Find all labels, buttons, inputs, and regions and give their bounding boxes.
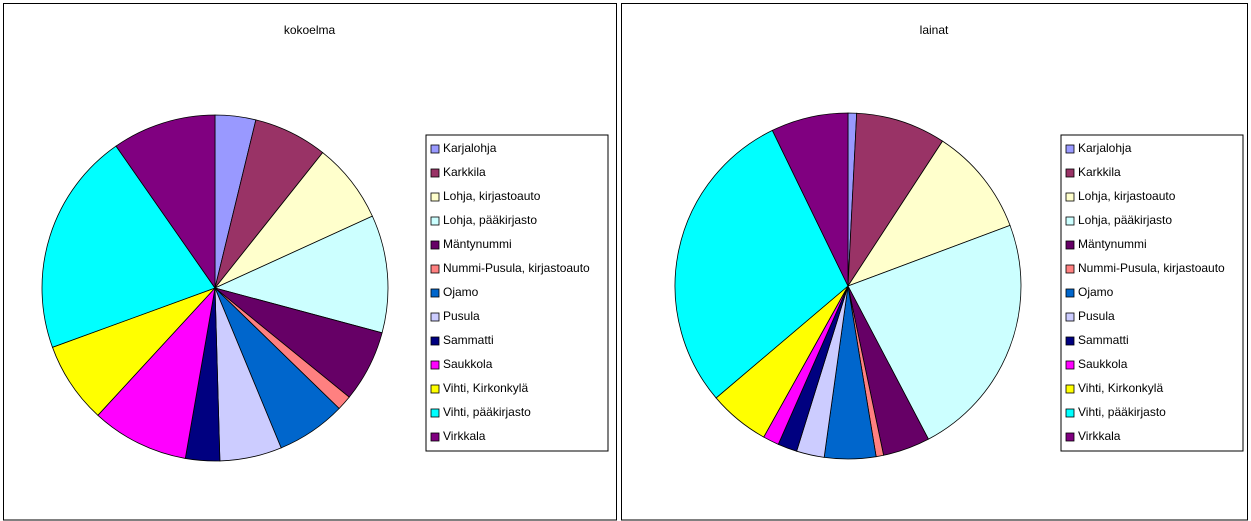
legend-swatch	[1065, 432, 1075, 442]
legend-label: Karkkila	[1078, 165, 1121, 179]
legend-label: Karjalohja	[1078, 141, 1132, 155]
chart-title: lainat	[920, 23, 949, 37]
legend-swatch	[1065, 288, 1075, 298]
legend-swatch	[1065, 336, 1075, 346]
legend-label: Mäntynummi	[443, 237, 512, 251]
legend-box	[1060, 134, 1244, 452]
legend-label: Nummi-Pusula, kirjastoauto	[1078, 261, 1225, 275]
legend-label: Vihti, pääkirjasto	[443, 405, 531, 419]
pie-slice	[213, 215, 389, 334]
legend-swatch	[430, 216, 440, 226]
legend-label: Nummi-Pusula, kirjastoauto	[443, 261, 590, 275]
legend-label: Sammatti	[443, 333, 494, 347]
legend-label: Pusula	[1078, 309, 1115, 323]
legend-label: Virkkala	[443, 429, 486, 443]
legend-swatch	[1065, 240, 1075, 250]
legend-swatch	[430, 144, 440, 154]
legend-swatch	[1065, 408, 1075, 418]
legend-label: Saukkola	[1078, 357, 1128, 371]
legend-label: Vihti, Kirkonkylä	[443, 381, 528, 395]
pie-slice	[846, 140, 1011, 287]
legend-swatch	[430, 384, 440, 394]
pie-slice	[771, 112, 849, 287]
legend-swatch	[1065, 312, 1075, 322]
legend-swatch	[430, 192, 440, 202]
legend-label: Virkkala	[1078, 429, 1121, 443]
pie-slice	[847, 224, 1022, 440]
legend-swatch	[430, 288, 440, 298]
legend-swatch	[1065, 168, 1075, 178]
legend-swatch	[1065, 360, 1075, 370]
pie-slice	[97, 286, 216, 459]
legend-swatch	[1065, 216, 1075, 226]
legend-swatch	[430, 408, 440, 418]
legend-label: Vihti, pääkirjasto	[1078, 405, 1166, 419]
legend-label: Lohja, pääkirjasto	[443, 213, 537, 227]
legend-swatch	[430, 360, 440, 370]
legend-label: Ojamo	[443, 285, 479, 299]
legend-swatch	[1065, 264, 1075, 274]
legend-swatch	[430, 312, 440, 322]
legend-swatch	[1065, 192, 1075, 202]
pie-slice	[847, 112, 944, 288]
legend-swatch	[430, 240, 440, 250]
legend-label: Saukkola	[443, 357, 493, 371]
legend-swatch	[430, 432, 440, 442]
chart-title: kokoelma	[284, 23, 336, 37]
legend-box	[425, 134, 609, 452]
legend-label: Pusula	[443, 309, 480, 323]
legend-label: Sammatti	[1078, 333, 1129, 347]
legend-label: Karkkila	[443, 165, 486, 179]
legend-label: Lohja, kirjastoauto	[443, 189, 541, 203]
pie-slice	[41, 145, 216, 348]
legend-label: Mäntynummi	[1078, 237, 1147, 251]
legend-swatch	[430, 168, 440, 178]
legend-swatch	[430, 336, 440, 346]
legend-label: Lohja, kirjastoauto	[1078, 189, 1176, 203]
legend-swatch	[1065, 144, 1075, 154]
legend-label: Karjalohja	[443, 141, 497, 155]
pie-slice	[115, 114, 216, 290]
legend-label: Vihti, Kirkonkylä	[1078, 381, 1163, 395]
legend-label: Lohja, pääkirjasto	[1078, 213, 1172, 227]
legend-swatch	[1065, 384, 1075, 394]
legend-label: Ojamo	[1078, 285, 1114, 299]
legend-swatch	[430, 264, 440, 274]
